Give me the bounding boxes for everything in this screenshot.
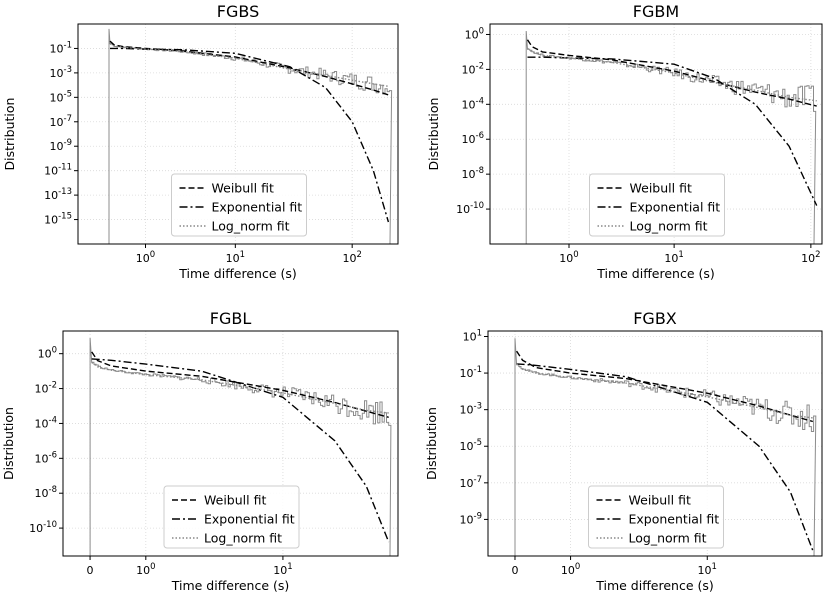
x-axis-label: Time difference (s) <box>595 578 714 592</box>
y-tick-label: 10-6 <box>462 131 484 146</box>
legend-label: Exponential fit <box>630 200 721 215</box>
chart-title: FGBM <box>633 2 679 21</box>
legend-label: Log_norm fit <box>212 219 290 234</box>
legend-label: Weibull fit <box>212 181 274 196</box>
chart-title: FGBX <box>633 309 677 328</box>
y-tick-label: 10-15 <box>44 212 72 227</box>
legend: Weibull fit Exponential fit Log_norm fit <box>589 173 725 237</box>
legend-label: Log_norm fit <box>204 531 282 546</box>
x-tick-label: 101 <box>226 250 245 265</box>
x-tick-label: 100 <box>561 562 580 577</box>
plot-frame <box>487 330 823 557</box>
y-tick-label: 10-1 <box>50 40 72 55</box>
x-tick-label: 0 <box>87 564 94 577</box>
y-tick-label: 10-4 <box>35 415 57 430</box>
legend-label: Log_norm fit <box>629 531 707 546</box>
chart-title: FGBS <box>217 2 259 21</box>
legend-label: Exponential fit <box>212 200 303 215</box>
x-axis-label: Time difference (s) <box>171 578 290 592</box>
x-axis-label: Time difference (s) <box>178 266 297 281</box>
series-log-norm-fit <box>516 363 813 419</box>
y-tick-label: 10-8 <box>35 485 57 500</box>
y-tick-label: 10-10 <box>29 520 57 535</box>
y-tick-label: 100 <box>38 346 57 361</box>
y-tick-label: 10-13 <box>44 187 72 202</box>
y-tick-label: 101 <box>463 328 482 343</box>
x-axis-label: Time difference (s) <box>596 266 715 281</box>
panel-fgbm: 100 101 102 10-10 10-8 10-6 10-4 10-2 100 FGBM Tim… <box>426 2 823 281</box>
x-tick-label: 101 <box>664 250 683 265</box>
legend-label: Exponential fit <box>204 512 295 527</box>
y-axis-label: Distribution <box>2 98 17 171</box>
x-tick-label: 100 <box>136 250 155 265</box>
legend-label: Weibull fit <box>630 181 692 196</box>
y-tick-label: 10-6 <box>35 450 57 465</box>
series-weibull-fit <box>526 39 817 107</box>
series-exponential-fit <box>110 47 390 223</box>
y-tick-label: 10-1 <box>460 365 482 380</box>
x-tick-label: 100 <box>136 562 155 577</box>
series-exponential-fit <box>91 358 390 543</box>
y-tick-label: 100 <box>465 26 484 41</box>
y-tick-label: 10-8 <box>462 166 484 181</box>
x-tick-label: 101 <box>698 562 717 577</box>
y-tick-label: 10-2 <box>462 61 484 76</box>
y-tick-label: 10-11 <box>44 163 72 178</box>
y-axis-label: Distribution <box>426 98 441 171</box>
histogram-trace <box>108 28 393 245</box>
x-tick-label: 102 <box>801 250 820 265</box>
y-tick-label: 10-3 <box>460 402 482 417</box>
legend: Weibull fit Exponential fit Log_norm fit <box>171 173 307 237</box>
legend-label: Exponential fit <box>629 512 720 527</box>
y-tick-label: 10-7 <box>460 475 482 490</box>
y-tick-label: 10-7 <box>50 114 72 129</box>
series-log-norm-fit <box>109 42 389 87</box>
series-weibull-fit <box>516 350 813 423</box>
y-tick-label: 10-10 <box>456 201 484 216</box>
legend: Weibull fit Exponential fit Log_norm fit <box>163 485 300 549</box>
y-tick-label: 10-5 <box>460 438 482 453</box>
legend-box <box>163 485 300 549</box>
legend-box <box>589 173 725 237</box>
y-tick-label: 10-9 <box>50 138 72 153</box>
chart-title: FGBL <box>210 309 252 328</box>
x-tick-label: 101 <box>273 562 292 577</box>
legend-box <box>588 485 724 549</box>
y-tick-label: 10-3 <box>50 65 72 80</box>
legend-box <box>171 173 307 237</box>
y-tick-label: 10-5 <box>50 89 72 104</box>
y-tick-label: 10-9 <box>460 511 482 526</box>
series-exponential-fit <box>527 56 818 206</box>
plot-frame <box>62 330 399 557</box>
legend-label: Weibull fit <box>629 493 691 508</box>
x-tick-label: 0 <box>511 564 518 577</box>
y-tick-label: 10-4 <box>462 96 484 111</box>
panel-fgbx: 0 100 101 10-9 10-7 10-5 10-3 10-1 101 FGBX Time d… <box>424 309 823 592</box>
y-tick-label: 10-2 <box>35 381 57 396</box>
series-weibull-fit <box>109 40 389 96</box>
legend-label: Weibull fit <box>204 493 266 508</box>
series-exponential-fit <box>516 363 814 551</box>
y-axis-label: Distribution <box>424 407 439 480</box>
plot-frame <box>489 23 823 245</box>
x-tick-label: 102 <box>342 250 361 265</box>
plot-frame <box>77 23 399 245</box>
legend-label: Log_norm fit <box>630 219 708 234</box>
panel-fgbs: 100 101 102 10-15 10-13 10-11 10-9 10-7 10-5 10-3… <box>2 2 399 281</box>
legend: Weibull fit Exponential fit Log_norm fit <box>588 485 724 549</box>
series-log-norm-fit <box>527 47 817 102</box>
histogram-trace <box>525 30 817 245</box>
series-weibull-fit <box>91 351 389 418</box>
x-tick-label: 100 <box>559 250 578 265</box>
series-log-norm-fit <box>91 361 389 414</box>
panel-fgbl: 0 100 101 10-10 10-8 10-6 10-4 10-2 100 FGBL Time … <box>1 309 399 592</box>
y-axis-label: Distribution <box>1 407 16 480</box>
